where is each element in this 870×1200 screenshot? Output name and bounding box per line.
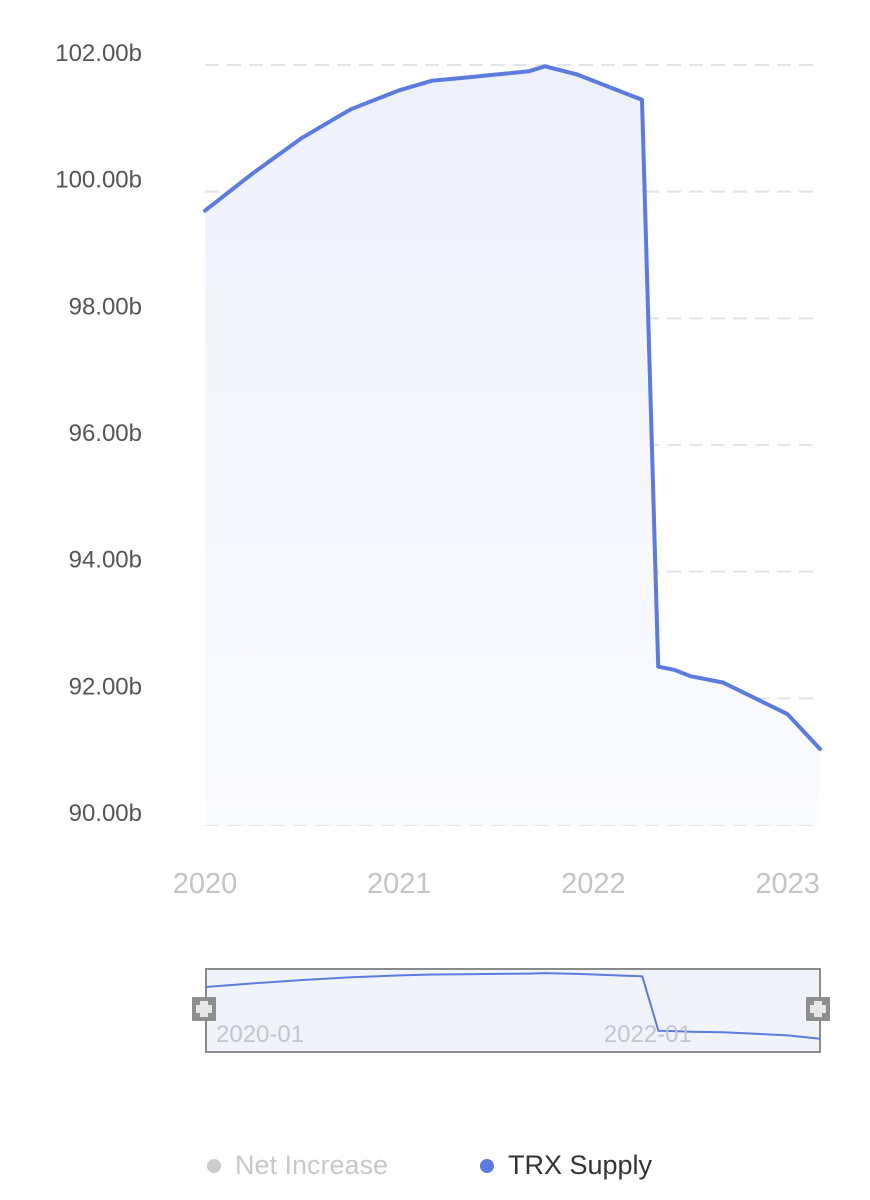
zoom-slider-window[interactable] [205,968,821,1053]
x-tick-label: 2022 [561,868,626,900]
x-tick-label: 2023 [755,868,820,900]
trx-supply-area [205,66,820,826]
drag-handle-icon[interactable] [806,997,830,1021]
drag-handle-grip [196,1005,212,1013]
x-tick-label: 2020 [173,868,238,900]
legend-item-trx-supply[interactable]: TRX Supply [480,1150,652,1181]
drag-handle-grip [810,1005,826,1013]
zoom-date-label: 2020-01 [216,1021,304,1048]
legend-dot-net-increase [207,1158,221,1173]
legend-dot-trx-supply [480,1158,494,1173]
y-tick-label: 94.00b [69,547,142,574]
legend-label-trx-supply: TRX Supply [508,1150,653,1180]
y-tick-label: 98.00b [69,293,142,320]
legend: Net Increase TRX Supply [0,1150,870,1190]
y-tick-label: 90.00b [69,800,142,827]
y-tick-label: 102.00b [55,40,142,67]
y-tick-label: 100.00b [55,167,142,194]
y-tick-label: 92.00b [69,673,142,700]
legend-item-net-increase[interactable]: Net Increase [207,1150,388,1181]
zoom-date-label: 2022-01 [604,1021,692,1048]
drag-handle-icon[interactable] [192,997,216,1021]
y-tick-label: 96.00b [69,420,142,447]
x-tick-label: 2021 [367,868,432,900]
chart-svg: 90.00b 92.00b 94.00b 96.00b 98.00b 100.00b 102… [55,40,830,1053]
zoom-preview-line [205,972,821,1040]
legend-label-net-increase: Net Increase [235,1150,389,1180]
trx-supply-line[interactable] [203,64,822,751]
